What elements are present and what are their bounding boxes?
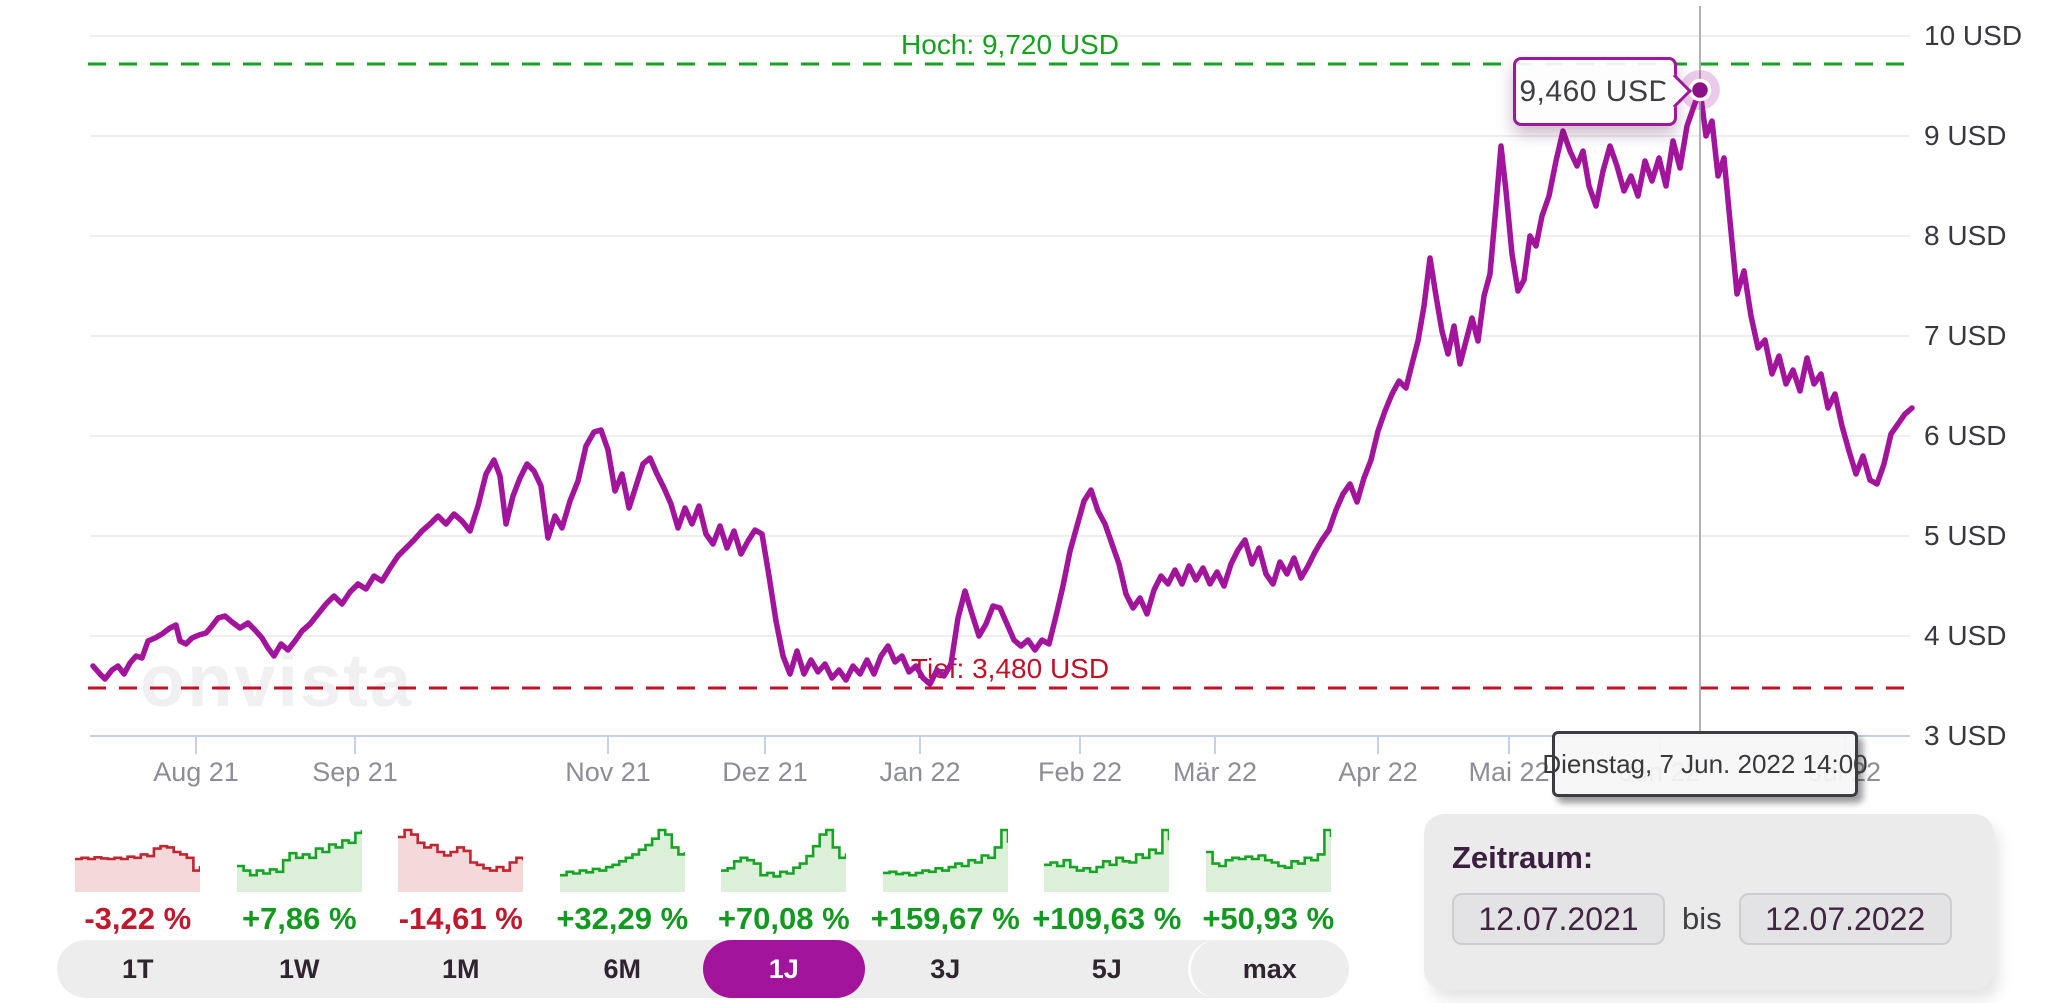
x-axis-label: Mai 22 <box>1468 757 1549 787</box>
date-tooltip: Dienstag, 7 Jun. 2022 14:00 <box>1542 731 1868 797</box>
mini-chart-8[interactable]: +50,93 % <box>1188 822 1350 935</box>
mini-chart-6[interactable]: +159,67 % <box>865 822 1027 935</box>
sparkline-line <box>1205 828 1331 869</box>
sparkline-area <box>721 830 847 892</box>
period-button-1M[interactable]: 1M <box>441 953 480 984</box>
sparkline-area <box>559 830 685 892</box>
y-axis-label: 6 USD <box>1924 420 2006 451</box>
sparkline-line <box>559 828 685 877</box>
mini-chart-percent: +50,93 % <box>1202 901 1335 936</box>
period-button-1J[interactable]: 1J <box>703 940 865 998</box>
mini-chart-4[interactable]: +32,29 % <box>542 822 704 935</box>
mini-chart-7[interactable]: +109,63 % <box>1026 822 1188 935</box>
mini-chart-sparkline <box>398 828 524 892</box>
mini-chart-sparkline <box>236 830 362 892</box>
y-axis-label: 3 USD <box>1924 720 2006 751</box>
period-selector: 1T 1W 1M 6M 1J 3J 5J max <box>57 940 1349 998</box>
marker-dot <box>1688 78 1712 102</box>
mini-chart-percent: +109,63 % <box>1032 901 1182 936</box>
x-axis-label: Feb 22 <box>1038 757 1122 787</box>
mini-chart-1[interactable]: -3,22 % <box>57 822 219 935</box>
mini-chart-percent: +7,86 % <box>241 901 357 936</box>
mini-chart-2[interactable]: +7,86 % <box>219 822 381 935</box>
sparkline-area <box>882 830 1008 892</box>
zeitraum-inputs-row: 12.07.2021 bis 12.07.2022 <box>1452 893 1966 945</box>
date-from-input[interactable]: 12.07.2021 <box>1452 893 1665 945</box>
sparkline-line <box>721 828 847 878</box>
value-tooltip-text: 9,460 USD <box>1519 74 1671 108</box>
sparkline-line <box>398 828 524 872</box>
x-axis-label: Aug 21 <box>153 757 239 787</box>
mini-chart-percent: +159,67 % <box>870 901 1020 936</box>
mini-charts-row: -3,22 % +7,86 % -14,61 % +32,29 % +70,08 % +1… <box>57 822 1349 935</box>
sparkline-area <box>75 846 201 892</box>
low-label: Tief: 3,480 USD <box>911 653 1109 684</box>
mini-chart-sparkline <box>882 828 1008 892</box>
y-axis-label: 7 USD <box>1924 320 2006 351</box>
period-button-1T[interactable]: 1T <box>121 953 154 984</box>
mini-chart-percent: +32,29 % <box>556 901 689 936</box>
x-axis-label: Mär 22 <box>1173 757 1257 787</box>
value-tooltip: 9,460 USD <box>1513 57 1692 126</box>
sparkline-area <box>1044 830 1170 892</box>
y-axis-label: 4 USD <box>1924 620 2006 651</box>
mini-chart-sparkline <box>1044 828 1170 892</box>
sparkline-line <box>236 830 362 877</box>
mini-chart-5[interactable]: +70,08 % <box>703 822 865 935</box>
zeitraum-bis-label: bis <box>1682 901 1722 936</box>
date-to-input[interactable]: 12.07.2022 <box>1738 893 1952 945</box>
period-button-1W[interactable]: 1W <box>279 953 320 984</box>
mini-chart-percent: +70,08 % <box>717 901 850 936</box>
y-axis-label: 8 USD <box>1924 220 2006 251</box>
sparkline-line <box>1044 828 1170 874</box>
period-button-5J[interactable]: 5J <box>1091 953 1122 984</box>
period-button-max[interactable]: max <box>1187 940 1350 998</box>
mini-chart-percent: -14,61 % <box>398 901 523 936</box>
zeitraum-panel: Zeitraum: 12.07.2021 bis 12.07.2022 <box>1424 814 1994 990</box>
mini-chart-sparkline <box>75 844 201 892</box>
high-label: Hoch: 9,720 USD <box>901 29 1119 60</box>
mini-chart-percent: -3,22 % <box>84 901 192 936</box>
y-axis-label: 10 USD <box>1924 20 2022 51</box>
x-axis-label: Apr 22 <box>1338 757 1418 787</box>
mini-chart-sparkline <box>1205 828 1331 892</box>
mini-chart-sparkline <box>721 828 847 892</box>
y-axis-label: 9 USD <box>1924 120 2006 151</box>
date-tooltip-text: Dienstag, 7 Jun. 2022 14:00 <box>1542 748 1868 779</box>
mini-chart-sparkline <box>559 828 685 892</box>
x-axis-label: Jan 22 <box>879 757 960 787</box>
zeitraum-label: Zeitraum: <box>1452 840 1594 875</box>
sparkline-area <box>398 830 524 892</box>
x-axis-label: Sep 21 <box>312 757 398 787</box>
mini-chart-3[interactable]: -14,61 % <box>380 822 542 935</box>
y-axis-label: 5 USD <box>1924 520 2006 551</box>
sparkline-line <box>75 844 201 872</box>
price-line-series <box>90 87 1915 687</box>
x-axis-label: Dez 21 <box>722 757 808 787</box>
period-button-3J[interactable]: 3J <box>930 953 961 984</box>
period-button-6M[interactable]: 6M <box>603 953 641 984</box>
x-axis-label: Nov 21 <box>565 757 651 787</box>
sparkline-line <box>882 828 1008 877</box>
